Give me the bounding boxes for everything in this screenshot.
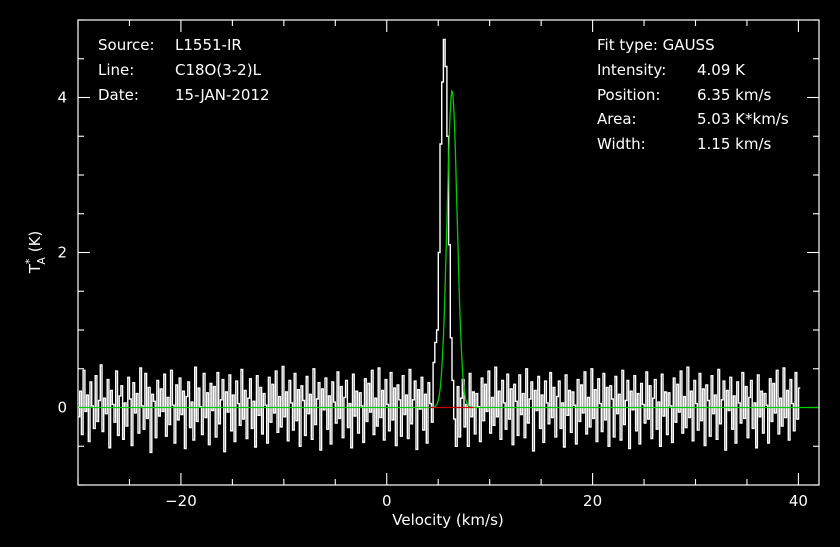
y-tick-label: 4 — [57, 89, 67, 107]
x-axis-title: Velocity (km/s) — [392, 511, 503, 529]
x-tick-label: 20 — [583, 492, 602, 510]
y-axis-title-sup: * — [23, 258, 36, 264]
x-tick-label: 0 — [382, 492, 392, 510]
fit-type-label: Fit type: GAUSS — [597, 36, 715, 54]
y-axis-title-sub: A — [35, 257, 48, 265]
info-line-key: Line: — [98, 61, 134, 79]
fit-width-value: 1.15 km/s — [697, 135, 772, 153]
info-source-key: Source: — [98, 36, 155, 54]
x-tick-label: −20 — [165, 492, 197, 510]
info-source-value: L1551-IR — [175, 36, 242, 54]
y-tick-label: 2 — [57, 244, 67, 262]
info-line-value: C18O(3-2)L — [175, 61, 262, 79]
spectrum-series — [78, 38, 801, 454]
observation-info: Source: L1551-IR Line: C18O(3-2)L Date: … — [98, 36, 270, 104]
axis-ticks — [77, 19, 819, 486]
y-axis-title-base: T — [26, 263, 44, 274]
gaussian-fit-curve — [78, 89, 819, 409]
fit-position-value: 6.35 km/s — [697, 86, 772, 104]
plot-frame — [77, 19, 820, 486]
plot-traces — [78, 38, 819, 454]
tick-labels: −20 0 20 40 0 2 4 — [57, 89, 808, 511]
fit-intensity-value: 4.09 K — [697, 61, 746, 79]
fit-intensity-key: Intensity: — [597, 61, 666, 79]
fit-area-value: 5.03 K*km/s — [697, 110, 789, 128]
y-axis-title: T*A (K) — [23, 231, 48, 275]
fit-info: Fit type: GAUSS Intensity: 4.09 K Positi… — [597, 36, 789, 153]
info-date-key: Date: — [98, 86, 139, 104]
fit-width-key: Width: — [597, 135, 646, 153]
y-tick-label: 0 — [57, 399, 67, 417]
fit-position-key: Position: — [597, 86, 660, 104]
y-axis-title-unit: (K) — [26, 231, 44, 257]
x-tick-label: 40 — [789, 492, 808, 510]
info-date-value: 15-JAN-2012 — [175, 86, 270, 104]
fit-area-key: Area: — [597, 110, 637, 128]
